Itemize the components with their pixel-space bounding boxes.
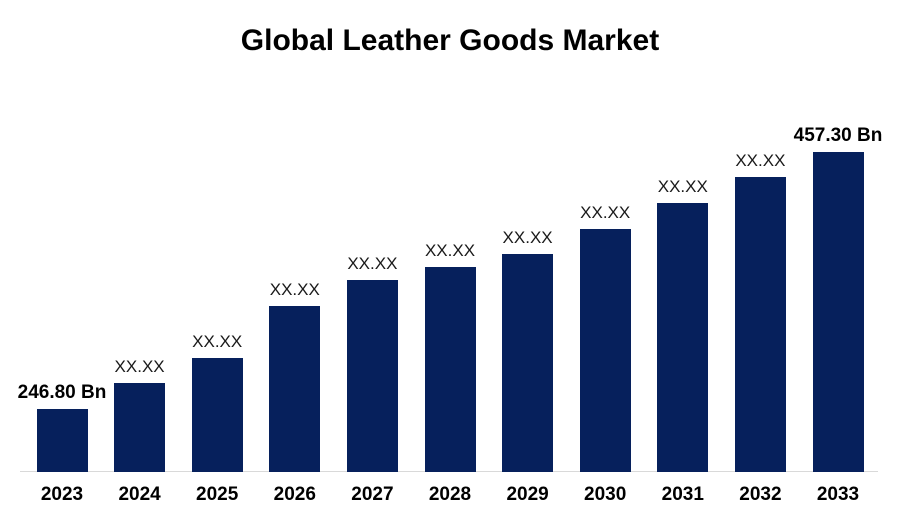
bar-value-label-2033: 457.30 Bn xyxy=(793,125,883,146)
bar-2024 xyxy=(114,383,166,472)
bar-value-label-2027: XX.XX xyxy=(347,254,398,273)
bar-value-label-2025: XX.XX xyxy=(192,332,243,351)
x-axis-label-2032: 2032 xyxy=(739,484,782,505)
x-axis-label-2023: 2023 xyxy=(40,484,84,505)
bar-2030 xyxy=(579,229,631,472)
bar-value-label-2031: XX.XX xyxy=(657,177,708,196)
x-axis-label-2029: 2029 xyxy=(506,484,549,505)
x-axis-label-2028: 2028 xyxy=(428,484,472,505)
bar-2031 xyxy=(657,203,709,472)
bar-2025 xyxy=(191,358,243,472)
x-axis-label-2024: 2024 xyxy=(118,484,161,505)
bar-value-label-2023: 246.80 Bn xyxy=(17,382,107,403)
x-axis-label-2030: 2030 xyxy=(584,484,627,505)
chart-title: Global Leather Goods Market xyxy=(240,24,660,57)
bar-2023 xyxy=(36,409,88,472)
bar-2032 xyxy=(734,177,786,472)
bar-2028 xyxy=(424,267,476,472)
bar-value-label-2030: XX.XX xyxy=(580,203,631,222)
bar-2029 xyxy=(502,254,554,472)
bar-value-label-2032: XX.XX xyxy=(735,151,786,170)
x-axis-label-2026: 2026 xyxy=(273,484,316,505)
bar-value-label-2028: XX.XX xyxy=(424,241,476,260)
x-axis-label-2027: 2027 xyxy=(351,484,394,505)
bar-2026 xyxy=(269,306,321,472)
bar-value-label-2026: XX.XX xyxy=(269,280,320,299)
x-axis-label-2025: 2025 xyxy=(196,484,239,505)
bar-value-label-2029: XX.XX xyxy=(502,228,553,247)
x-axis-label-2031: 2031 xyxy=(661,484,704,505)
x-axis-label-2033: 2033 xyxy=(816,484,860,505)
bar-2027 xyxy=(346,280,398,472)
bar-value-label-2024: XX.XX xyxy=(114,357,165,376)
bar-2033 xyxy=(812,152,864,472)
